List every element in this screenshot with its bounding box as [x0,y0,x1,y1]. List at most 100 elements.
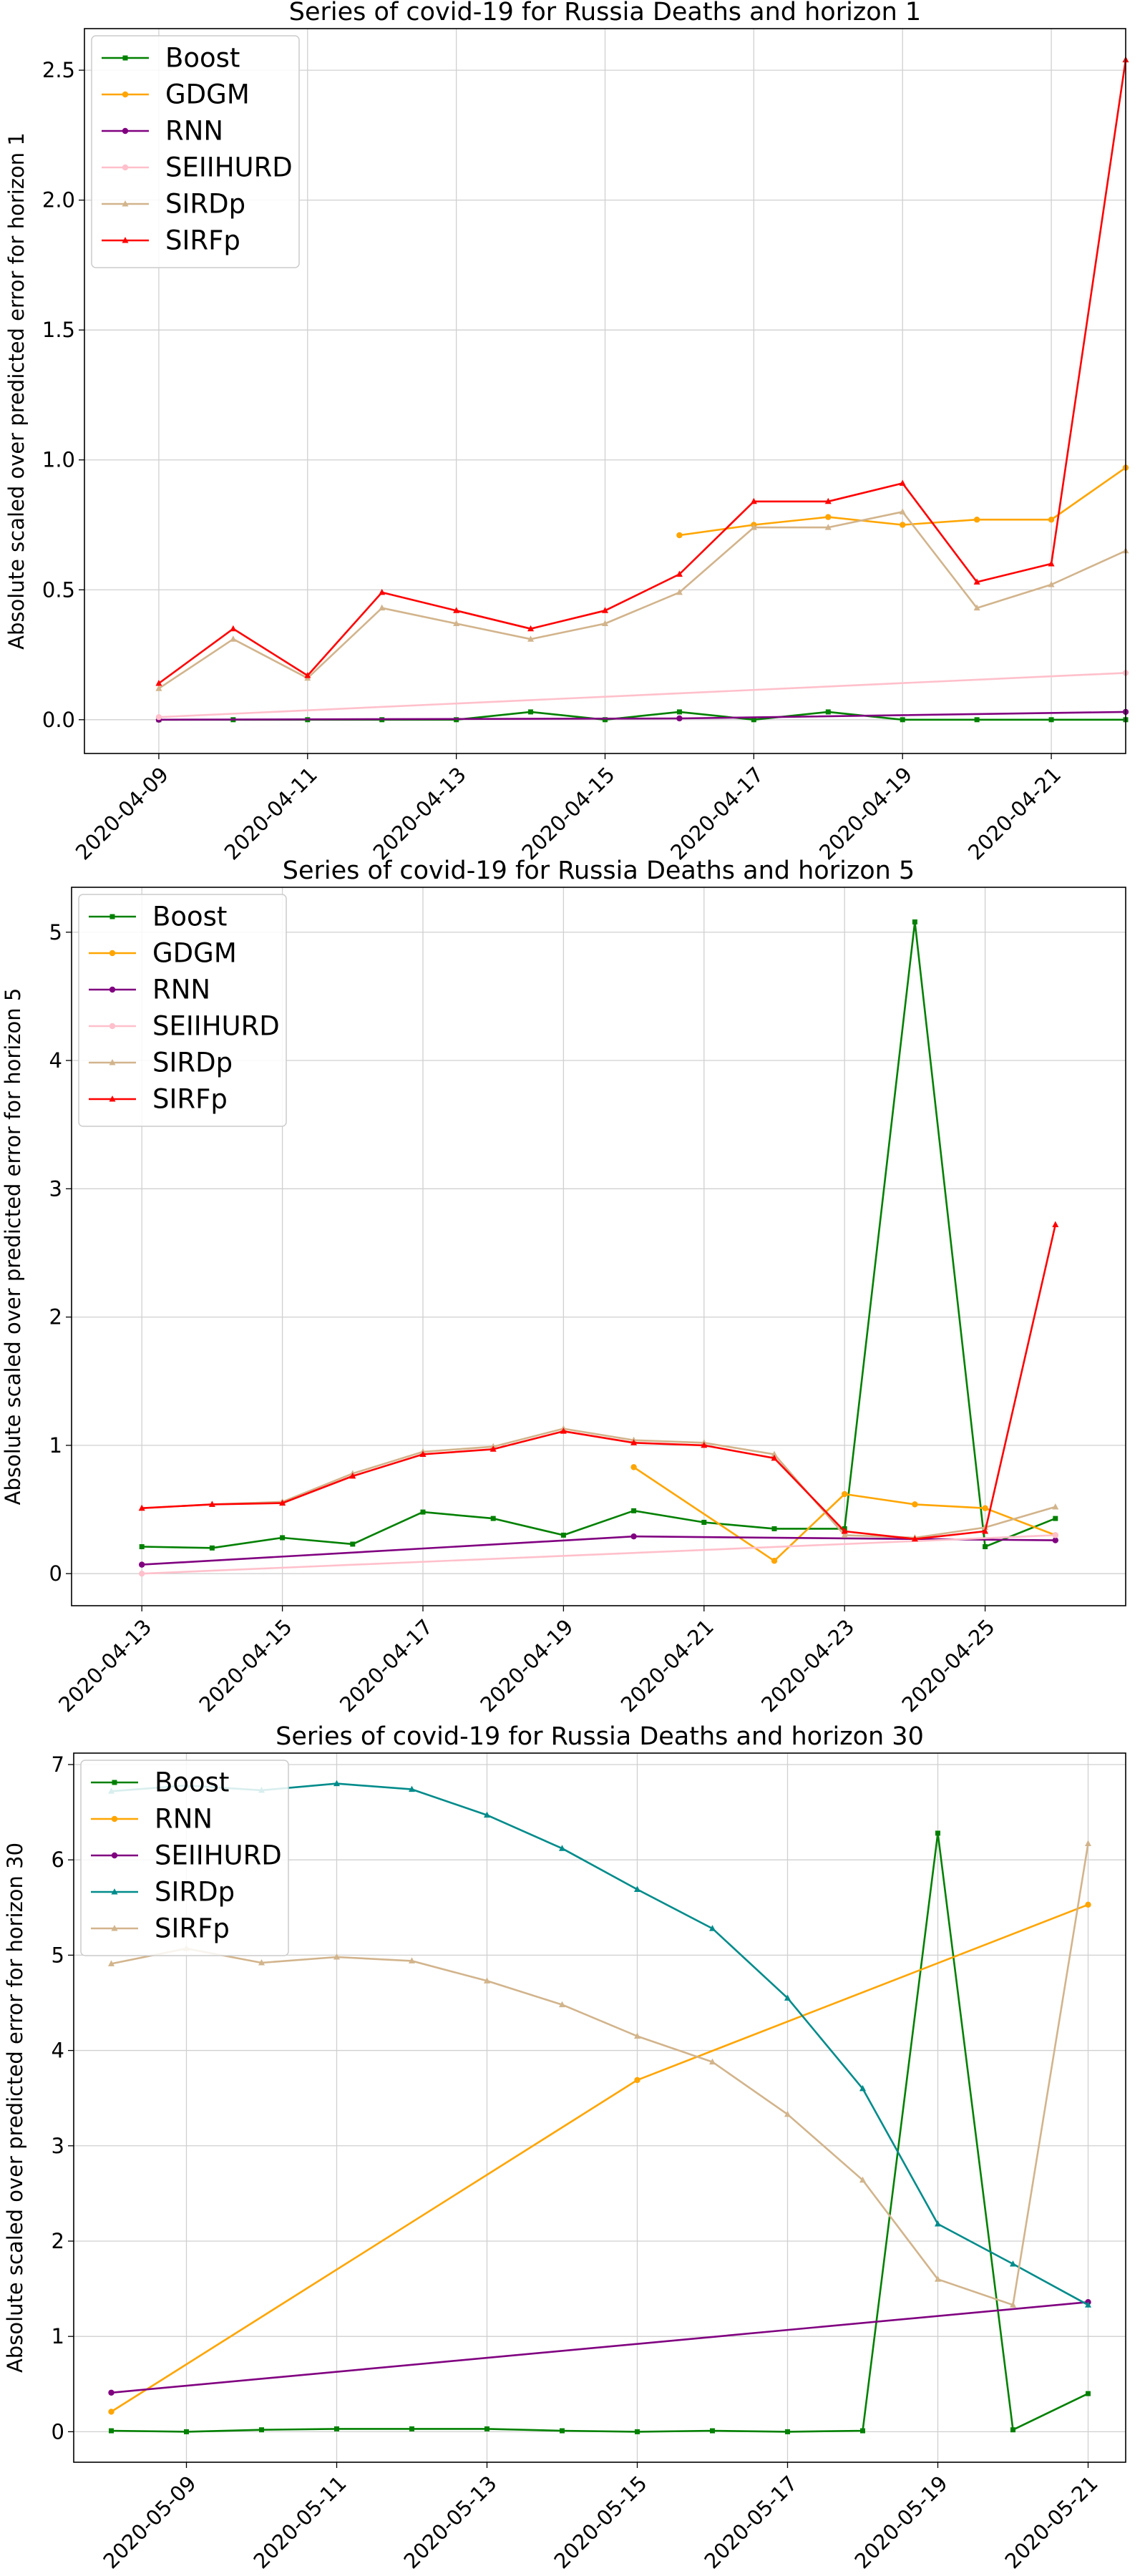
data-point [155,713,162,721]
data-point [1052,1221,1059,1228]
data-point [409,1957,415,1963]
legend: Boost RNN SEIIHURD SIRDp SIRFp [80,1760,289,1956]
series-line [633,1466,1056,1562]
data-point [560,2428,565,2434]
y-axis-label: Absolute scaled over predicted error for… [3,1843,27,2373]
x-tick-label: 2020-05-19 [849,2471,952,2573]
data-point [860,2428,865,2434]
data-point [631,1508,637,1513]
series-line [111,2301,1088,2394]
x-tick-label: 2020-04-15 [195,1614,297,1717]
series-rnn [108,1901,1091,2415]
legend-marker [111,1925,118,1931]
data-point [911,1535,918,1542]
legend-marker [122,55,128,61]
series-line [111,1843,1089,2306]
x-tick-label: 2020-05-11 [248,2471,351,2573]
x-tick-label: 2020-04-17 [666,762,768,864]
y-tick-label: 1.0 [42,448,75,472]
y-tick-label: 1 [49,1433,62,1458]
legend-label: RNN [155,1804,213,1835]
data-point [420,1509,426,1515]
data-point [825,514,832,520]
data-point [304,672,311,678]
data-point [676,588,683,595]
data-point [559,2001,565,2008]
y-tick-label: 7 [52,1752,64,1777]
legend-label: SIRDp [155,1877,235,1908]
legend-marker [109,1023,116,1030]
data-point [634,2077,640,2084]
series-line [142,921,1056,1549]
y-tick-label: 4 [52,2039,64,2063]
legend-marker [109,914,115,919]
data-point [899,508,906,514]
data-point [935,1830,940,1836]
series-line [158,672,1126,718]
data-point [490,1516,496,1521]
data-point [973,517,980,523]
legend-label: SIRFp [165,225,240,256]
y-axis-label: Absolute scaled over predicted error for… [1,988,25,1506]
data-point [209,1545,215,1551]
legend-marker [109,1059,116,1065]
legend-label: RNN [165,116,223,147]
data-point [709,1925,716,1931]
data-point [710,2428,715,2434]
y-tick-label: 3 [49,1176,62,1201]
data-point [1053,1516,1058,1521]
legend: Boost GDGM RNN SEIIHURD SIRDp SIRFp [78,894,287,1127]
chart-title: Series of covid-19 for Russia Deaths and… [276,1722,924,1751]
y-tick-label: 5 [49,920,62,945]
y-tick-label: 6 [52,1848,64,1872]
data-point [771,1558,778,1564]
data-point [912,919,917,924]
x-tick-label: 2020-05-21 [1000,2471,1102,2573]
data-point [935,2275,941,2282]
data-point [1052,1532,1059,1538]
data-point [1052,1503,1059,1510]
series-line [142,1224,1057,1541]
legend-label: GDGM [165,79,250,110]
data-point [453,620,460,626]
data-point [974,717,980,723]
data-point [785,2429,790,2434]
data-point [701,1519,707,1525]
y-tick-label: 0.0 [42,708,75,732]
legend-label: SEIIHURD [155,1840,282,1871]
legend-marker [109,986,116,993]
data-point [630,1533,637,1540]
data-point [603,717,608,723]
legend-label: SIRFp [155,1913,230,1944]
x-tick-label: 2020-04-19 [475,1614,578,1717]
legend-box [80,1760,289,1956]
data-point [935,2220,941,2227]
y-tick-label: 2.0 [42,188,75,213]
x-tick-label: 2020-04-21 [963,762,1066,864]
y-tick-label: 0 [52,2419,64,2444]
series-sirfp [155,56,1129,686]
data-point [1085,1901,1091,1908]
data-point [109,2428,114,2434]
legend-label: SIRDp [152,1048,233,1078]
data-point [379,604,386,611]
legend-marker [122,91,129,98]
data-point [484,2426,489,2431]
legend-label: SIRFp [152,1084,228,1115]
data-point [634,1885,640,1892]
x-tick-label: 2020-04-21 [616,1614,718,1717]
series-boost [109,1830,1091,2434]
data-point [1010,2427,1015,2433]
series-seiihurd [155,670,1129,721]
plot-frame [73,1752,1126,2463]
data-point [139,1561,145,1568]
data-point [453,607,460,613]
legend-label: SEIIHURD [152,1011,280,1042]
data-point [559,1845,565,1851]
data-point [184,2429,189,2434]
legend-label: Boost [155,1767,229,1798]
series-sirfp [108,1840,1091,2308]
data-point [108,2389,114,2396]
data-point [560,1532,566,1538]
